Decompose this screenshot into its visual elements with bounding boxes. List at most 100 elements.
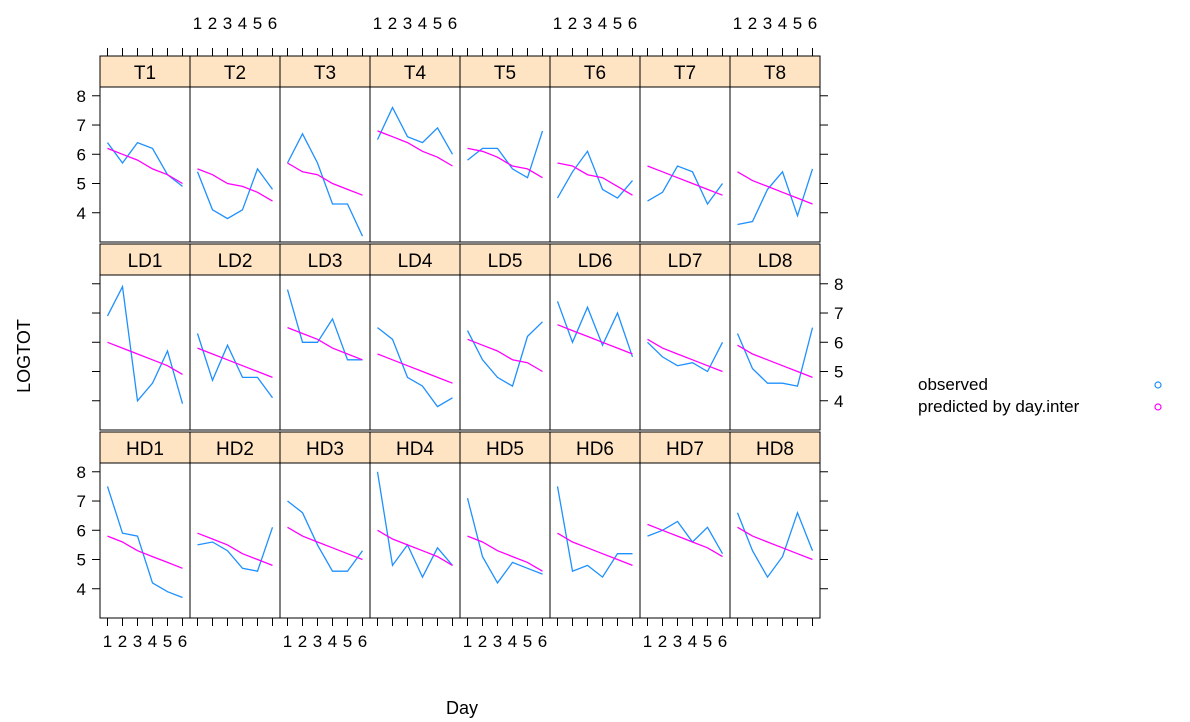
series-observed-LD3 <box>286 289 363 361</box>
panel-LD4: LD4 <box>369 243 461 431</box>
plot-area-LD7 <box>639 274 731 431</box>
x-tick-label-bottom: 2 <box>118 632 127 651</box>
y-tick-label-left: 6 <box>77 521 86 540</box>
series-predicted-T3 <box>287 162 363 196</box>
strip-label-T8: T8 <box>764 63 786 84</box>
x-tick-label-bottom: 4 <box>688 632 697 651</box>
plot-area-LD5 <box>459 274 551 431</box>
x-tick-label-bottom: 5 <box>523 632 532 651</box>
x-tick-label-bottom: 5 <box>343 632 352 651</box>
series-predicted-LD6 <box>557 324 633 355</box>
strip-T1 <box>99 55 191 88</box>
series-observed-T8 <box>737 168 814 226</box>
panel-T3: T3 <box>279 55 371 243</box>
axes-layer: 1 2 3 4 5 61 2 3 4 5 61 2 3 4 5 61 2 3 4 5 61 2 3 4 5 61 2 3 4 5 61 2 3 4… <box>77 14 844 651</box>
x-tick-label-top: 3 <box>763 14 772 33</box>
strip-T5 <box>459 55 551 88</box>
series-observed-HD3 <box>287 500 364 572</box>
series-predicted-HD2 <box>197 532 273 567</box>
strip-LD4 <box>369 243 461 276</box>
x-tick-label-bottom: 2 <box>298 632 307 651</box>
plot-area-T2 <box>189 86 281 243</box>
panel-T8: T8 <box>729 55 821 243</box>
panel-HD7: HD7 <box>639 431 731 619</box>
strip-LD1 <box>99 243 191 276</box>
strip-label-HD4: HD4 <box>396 439 434 460</box>
panel-T6: T6 <box>549 55 641 243</box>
legend-marker <box>1154 403 1162 411</box>
series-predicted-HD3 <box>287 526 363 561</box>
strip-LD6 <box>549 243 641 276</box>
series-predicted-T7 <box>647 165 723 196</box>
series-observed-LD6 <box>556 301 634 358</box>
strip-HD2 <box>189 431 281 464</box>
series-observed-T7 <box>647 165 724 206</box>
strip-HD7 <box>639 431 731 464</box>
panel-T5: T5 <box>459 55 551 243</box>
x-tick-label-top: 1 <box>553 14 562 33</box>
panels-layer: T1 T2 T3 T4 T5 T6 T7 T8 LD1 LD2 LD3 LD4 LD5 LD6 LD7 LD8… <box>99 55 821 619</box>
series-observed-T3 <box>286 132 364 237</box>
strip-T8 <box>729 55 821 88</box>
x-tick-label-top: 2 <box>568 14 577 33</box>
series-observed-LD5 <box>466 321 543 388</box>
series-predicted-T8 <box>737 171 813 205</box>
x-tick-label-bottom: 3 <box>313 632 322 651</box>
x-tick-label-bottom: 4 <box>148 632 157 651</box>
plot-area-HD8 <box>729 462 821 619</box>
panel-LD8: LD8 <box>729 243 821 431</box>
y-tick-label-left: 7 <box>77 116 86 135</box>
panel-HD6: HD6 <box>549 431 641 619</box>
plot-area-LD4 <box>369 274 461 431</box>
y-axis-title: LOGTOT <box>14 319 34 393</box>
x-tick-label-top: 5 <box>433 14 442 33</box>
strip-label-T1: T1 <box>134 63 156 84</box>
y-tick-label-left: 4 <box>77 580 86 599</box>
x-tick-label-bottom: 1 <box>643 632 652 651</box>
panel-T4: T4 <box>369 55 461 243</box>
plot-area-T5 <box>459 86 551 243</box>
series-predicted-LD3 <box>287 326 363 361</box>
panel-LD5: LD5 <box>459 243 551 431</box>
legend: observed predicted by day.inter <box>918 375 1162 416</box>
series-predicted-HD6 <box>557 532 633 567</box>
x-tick-label-top: 1 <box>373 14 382 33</box>
plot-area-HD5 <box>459 462 551 619</box>
series-observed-HD5 <box>466 497 543 585</box>
x-tick-label-top: 3 <box>583 14 592 33</box>
strip-label-T5: T5 <box>494 63 516 84</box>
x-tick-label-bottom: 6 <box>538 632 547 651</box>
y-tick-label-left: 8 <box>77 463 86 482</box>
panel-HD5: HD5 <box>459 431 551 619</box>
series-observed-HD2 <box>197 527 274 572</box>
strip-label-T2: T2 <box>224 63 246 84</box>
plot-area-T8 <box>729 86 821 243</box>
series-predicted-T6 <box>557 162 633 196</box>
strip-label-HD6: HD6 <box>576 439 614 460</box>
plot-area-HD3 <box>279 462 371 619</box>
y-tick-label-left: 4 <box>77 204 86 223</box>
series-observed-LD8 <box>736 327 814 387</box>
series-predicted-HD5 <box>467 535 543 572</box>
strip-LD8 <box>729 243 821 276</box>
panel-LD7: LD7 <box>639 243 731 431</box>
series-observed-HD4 <box>376 471 453 579</box>
panel-HD2: HD2 <box>189 431 281 619</box>
x-tick-label-top: 6 <box>628 14 637 33</box>
series-predicted-LD1 <box>107 341 183 375</box>
x-tick-label-bottom: 5 <box>163 632 172 651</box>
x-tick-label-top: 5 <box>613 14 622 33</box>
series-observed-LD4 <box>377 327 453 408</box>
series-predicted-HD4 <box>377 529 453 566</box>
series-predicted-LD5 <box>467 338 543 373</box>
strip-label-LD2: LD2 <box>218 251 253 272</box>
series-observed-T2 <box>196 167 274 220</box>
x-tick-label-bottom: 3 <box>673 632 682 651</box>
plot-area-HD6 <box>549 462 641 619</box>
series-predicted-T2 <box>197 168 273 202</box>
y-tick-label-left: 5 <box>77 175 86 194</box>
series-predicted-HD7 <box>647 523 723 558</box>
x-tick-label-bottom: 6 <box>358 632 367 651</box>
x-tick-label-bottom: 2 <box>478 632 487 651</box>
